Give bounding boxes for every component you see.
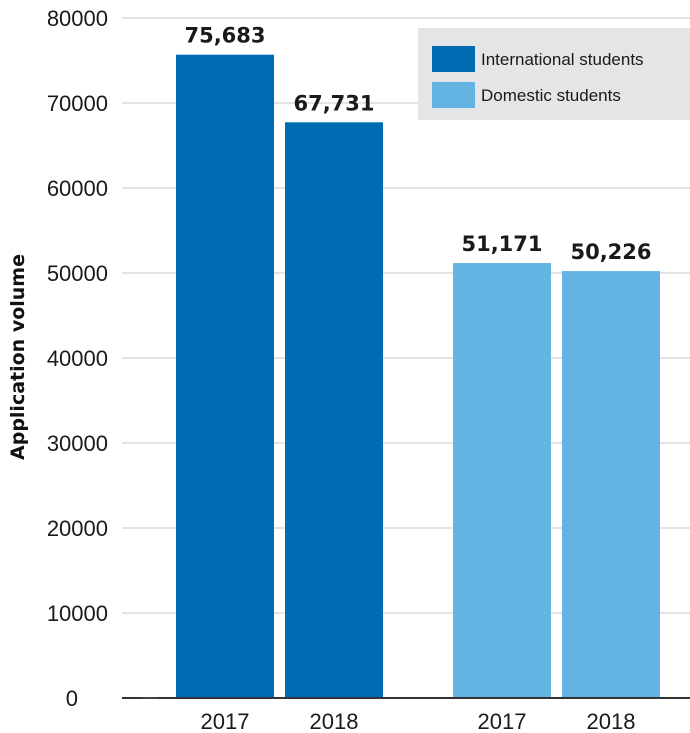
y-tick-label: 20000 <box>47 516 108 541</box>
legend: International students Domestic students <box>418 28 690 120</box>
y-tick-label: 50000 <box>47 261 108 286</box>
x-axis-labels: 2017 2018 2017 2018 <box>201 709 636 733</box>
y-axis-ticks: 0 10000 20000 30000 40000 50000 60000 70000 8000… <box>47 6 108 711</box>
x-tick-label: 2017 <box>478 709 527 733</box>
legend-swatch-international <box>432 46 475 72</box>
x-tick-label: 2018 <box>310 709 359 733</box>
y-tick-label: 0 <box>66 686 78 711</box>
y-tick-label: 10000 <box>47 601 108 626</box>
y-axis-title: Application volume <box>7 254 29 460</box>
legend-swatch-domestic <box>432 82 475 108</box>
bar-international-2018 <box>285 122 383 698</box>
y-tick-label: 30000 <box>47 431 108 456</box>
legend-label-domestic: Domestic students <box>481 86 621 105</box>
data-label: 75,683 <box>184 24 265 48</box>
y-tick-label: 60000 <box>47 176 108 201</box>
legend-label-international: International students <box>481 50 644 69</box>
bar-domestic-2018 <box>562 271 660 698</box>
x-tick-label: 2018 <box>587 709 636 733</box>
bar-domestic-2017 <box>453 263 551 698</box>
data-label: 51,171 <box>461 232 542 256</box>
bars <box>176 54 660 698</box>
x-tick-label: 2017 <box>201 709 250 733</box>
data-label: 50,226 <box>570 240 651 264</box>
y-tick-label: 40000 <box>47 346 108 371</box>
data-label: 67,731 <box>293 91 374 115</box>
y-tick-label: 70000 <box>47 91 108 116</box>
bar-international-2017 <box>176 54 274 698</box>
y-tick-label: 80000 <box>47 6 108 31</box>
data-labels: 75,683 67,731 51,171 50,226 <box>184 24 651 264</box>
